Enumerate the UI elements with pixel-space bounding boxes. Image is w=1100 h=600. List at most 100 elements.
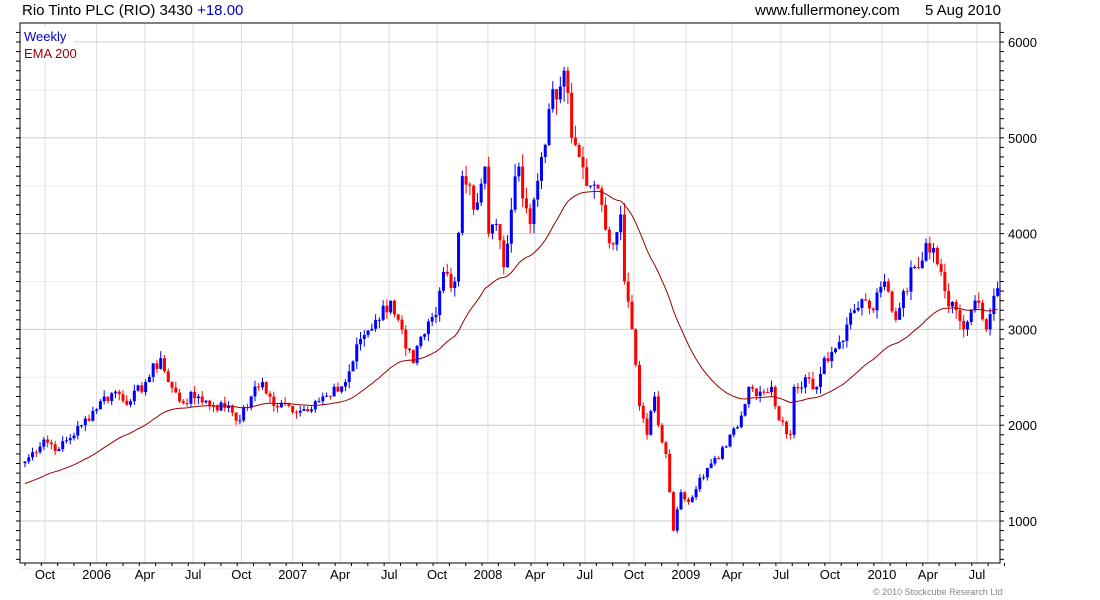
candle-body — [106, 396, 110, 401]
candle-body — [547, 109, 551, 145]
candle-body — [570, 92, 574, 138]
candle-body — [370, 328, 374, 331]
candle-body — [490, 224, 494, 234]
candle-body — [788, 434, 792, 436]
candle-body — [151, 363, 155, 377]
candle-body — [996, 288, 1000, 296]
candle-body — [615, 232, 619, 245]
candle-body — [920, 260, 924, 269]
candle-body — [23, 461, 27, 464]
candle-body — [196, 396, 200, 399]
candle-body — [539, 156, 543, 181]
candle-body — [901, 291, 905, 309]
candle-body — [966, 322, 969, 330]
x-tick-label: Oct — [820, 567, 841, 582]
x-tick-label: Jul — [577, 567, 594, 582]
candle-body — [653, 396, 657, 412]
axes: 1000 2000 3000 4000 5000 6000 Oct 2006 Apr Jul Oct… — [16, 31, 1037, 582]
candle-body — [129, 401, 133, 405]
candle-body — [87, 418, 91, 421]
candle-body — [276, 406, 280, 408]
candle-body — [977, 300, 981, 303]
candle-body — [306, 409, 310, 412]
site-url[interactable]: www.fullermoney.com — [754, 2, 900, 19]
candle-body — [702, 477, 706, 479]
candle-body — [385, 305, 389, 313]
candle-body — [162, 358, 166, 372]
candle-body — [751, 386, 755, 389]
candle-body — [607, 229, 611, 244]
x-tick-label: Jul — [969, 567, 986, 582]
candle-body — [230, 406, 234, 413]
candle-body — [445, 271, 449, 274]
candle-body — [687, 499, 691, 502]
candle-body — [619, 214, 623, 233]
candle-body — [38, 446, 42, 453]
candle-body — [140, 385, 144, 393]
candle-body — [321, 396, 325, 402]
candle-body — [909, 267, 913, 292]
candle-body — [408, 348, 412, 351]
candle-body — [234, 412, 238, 421]
candle-body — [969, 309, 973, 323]
candle-body — [264, 382, 268, 394]
candle-body — [943, 271, 947, 292]
candle-body — [683, 492, 687, 500]
candle-body — [509, 209, 513, 244]
candle-body — [913, 267, 917, 269]
candle-body — [973, 300, 977, 310]
candle-body — [332, 386, 336, 397]
candle-body — [328, 395, 332, 397]
candle-body — [359, 338, 363, 345]
candle-body — [475, 202, 479, 210]
candle-body — [807, 377, 811, 379]
candle-body — [42, 439, 46, 447]
candle-body — [758, 391, 762, 397]
candle-body — [460, 176, 464, 233]
candle-body — [638, 364, 642, 407]
candle-body — [464, 176, 468, 185]
candle-body — [362, 335, 366, 339]
candle-body — [253, 386, 257, 397]
legend-box — [22, 27, 74, 63]
y-tick-label: 4000 — [1008, 227, 1037, 242]
candle-body — [125, 400, 129, 405]
candle-body — [113, 391, 117, 394]
candle-body — [916, 267, 920, 269]
candle-body — [981, 302, 985, 320]
candle-body — [136, 385, 140, 391]
candle-body — [31, 452, 35, 458]
grid — [20, 23, 1000, 570]
candle-body — [709, 463, 713, 468]
candle-body — [204, 400, 208, 403]
candle-body — [374, 319, 378, 329]
x-tick-label: 2009 — [671, 567, 700, 582]
candle-body — [815, 386, 819, 390]
candle-body — [524, 198, 528, 209]
candle-body — [818, 373, 822, 387]
candle-body — [732, 428, 736, 435]
candle-body — [155, 363, 159, 369]
candle-body — [95, 409, 99, 411]
candle-body — [302, 409, 306, 411]
candle-body — [147, 376, 151, 383]
candle-body — [472, 185, 476, 210]
candle-body — [856, 307, 860, 311]
candle-body — [600, 188, 604, 205]
candle-body — [845, 324, 849, 341]
x-tick-label: 2010 — [867, 567, 896, 582]
x-tick-label: Apr — [918, 567, 939, 582]
candle-body — [958, 310, 962, 321]
candle-body — [713, 458, 717, 464]
candle-body — [864, 299, 868, 301]
legend-ema: EMA 200 — [24, 46, 77, 61]
candle-body — [49, 442, 53, 445]
candle-body — [272, 396, 276, 407]
candle-body — [800, 387, 804, 389]
candle-body — [438, 290, 442, 316]
candle-body — [227, 406, 231, 408]
candle-body — [423, 334, 427, 337]
candle-body — [117, 391, 121, 395]
candle-body — [159, 358, 163, 369]
